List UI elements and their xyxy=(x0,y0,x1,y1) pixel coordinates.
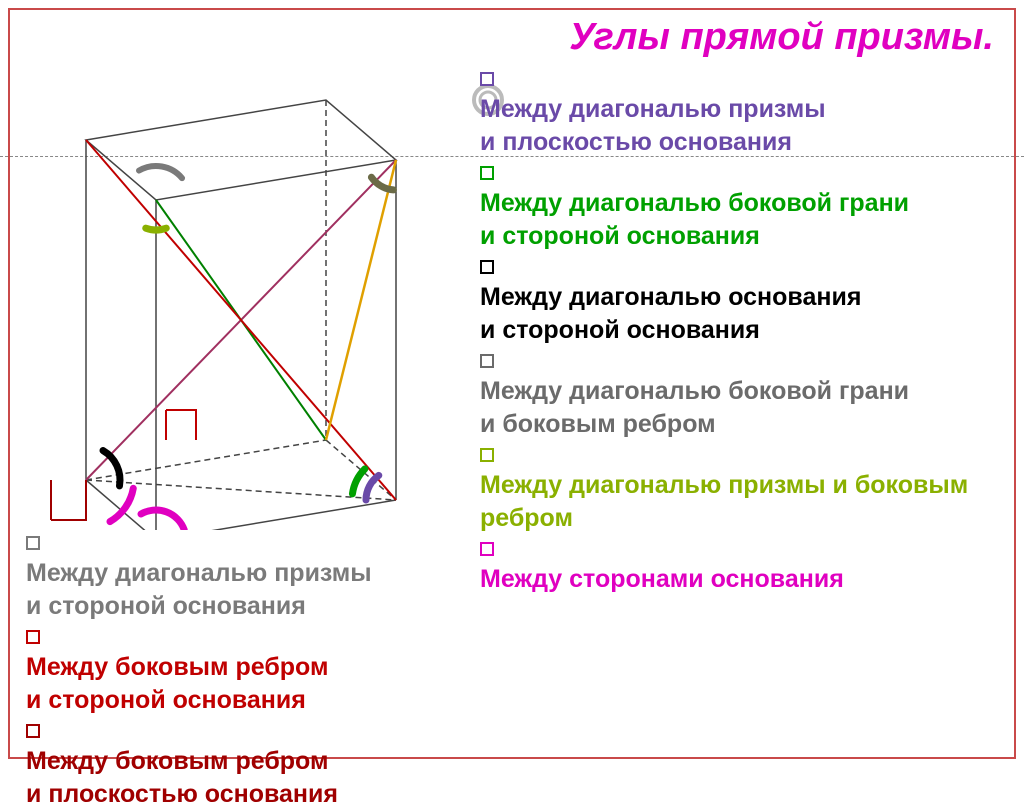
legend-text: Между диагональю призмы и плоскостью осн… xyxy=(480,93,1000,158)
legend-item: Между диагональю призмы и боковым ребром xyxy=(480,442,1000,534)
legend-item: Между диагональю призмы и плоскостью осн… xyxy=(480,66,1000,158)
bullet-square-icon xyxy=(480,542,494,556)
legend-text: Между боковым ребром и плоскостью основа… xyxy=(26,745,416,810)
legend-text: Между сторонами основания xyxy=(480,563,1000,596)
bullet-square-icon xyxy=(480,72,494,86)
legend-item: Между сторонами основания xyxy=(480,536,1000,596)
legend-item: Между боковым ребром и плоскостью основа… xyxy=(26,718,416,810)
legend-text: Между боковым ребром и стороной основани… xyxy=(26,651,416,716)
legend-text: Между диагональю призмы и стороной основ… xyxy=(26,557,416,622)
bullet-square-icon xyxy=(480,260,494,274)
bullet-square-icon xyxy=(480,448,494,462)
legend-item: Между диагональю боковой грани и боковым… xyxy=(480,348,1000,440)
slide-title: Углы прямой призмы. xyxy=(569,16,994,59)
legend-text: Между диагональю основания и стороной ос… xyxy=(480,281,1000,346)
right-legend-list: Между диагональю призмы и плоскостью осн… xyxy=(480,66,1000,598)
legend-item: Между диагональю основания и стороной ос… xyxy=(480,254,1000,346)
legend-text: Между диагональю боковой грани и стороно… xyxy=(480,187,1000,252)
bullet-square-icon xyxy=(480,166,494,180)
left-legend-list: Между диагональю призмы и стороной основ… xyxy=(26,530,416,812)
bullet-square-icon xyxy=(26,536,40,550)
bullet-square-icon xyxy=(26,724,40,738)
legend-item: Между боковым ребром и стороной основани… xyxy=(26,624,416,716)
prism-diagram xyxy=(26,50,426,530)
legend-item: Между диагональю боковой грани и стороно… xyxy=(480,160,1000,252)
legend-text: Между диагональю призмы и боковым ребром xyxy=(480,469,1000,534)
legend-text: Между диагональю боковой грани и боковым… xyxy=(480,375,1000,440)
bullet-square-icon xyxy=(26,630,40,644)
legend-item: Между диагональю призмы и стороной основ… xyxy=(26,530,416,622)
bullet-square-icon xyxy=(480,354,494,368)
